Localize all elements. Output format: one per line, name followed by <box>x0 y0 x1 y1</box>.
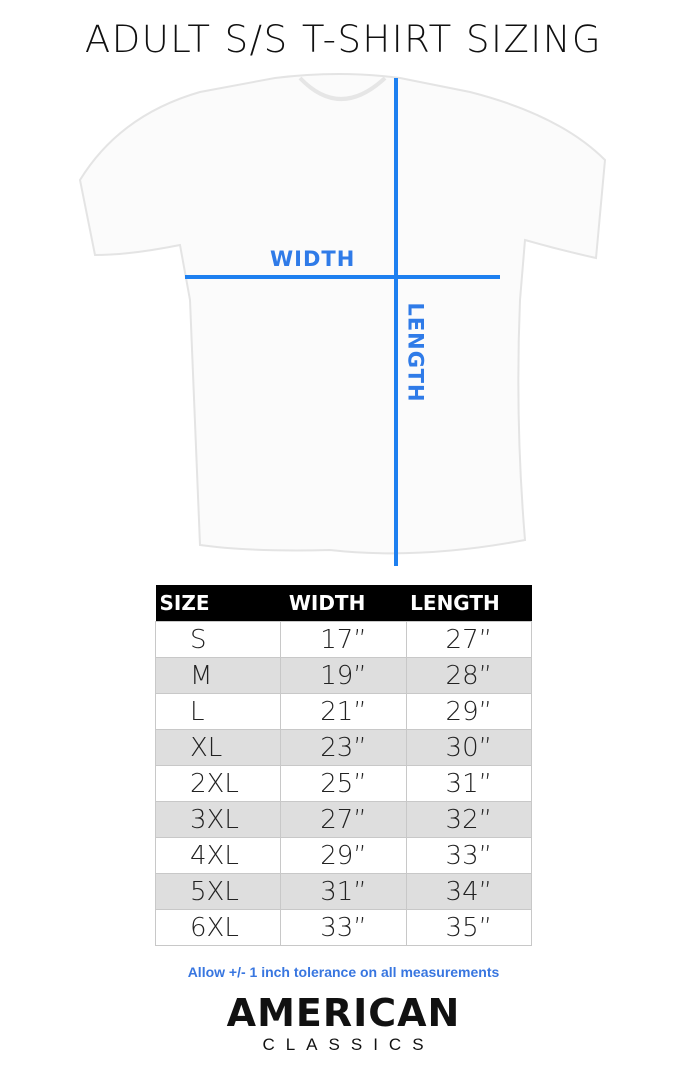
table-row: 2XL 25” 31” <box>154 765 533 802</box>
cell-size: S <box>154 621 282 658</box>
brand-logo-line2: CLASSICS <box>262 1035 435 1054</box>
cell-size: XL <box>154 729 282 766</box>
cell-length: 30” <box>405 729 533 766</box>
size-table: SIZE WIDTH LENGTH S 17” 27” M 19” 28” L 21” 29” X… <box>154 585 533 946</box>
table-row: 5XL 31” 34” <box>154 873 533 910</box>
cell-size: 3XL <box>154 801 282 838</box>
cell-width: 23” <box>280 729 407 766</box>
tshirt-diagram <box>78 73 607 566</box>
cell-length: 33” <box>405 837 533 874</box>
cell-length: 28” <box>405 657 533 694</box>
cell-size: L <box>154 693 282 730</box>
cell-length: 35” <box>405 909 533 946</box>
cell-size: 5XL <box>154 873 282 910</box>
cell-width: 25” <box>280 765 407 802</box>
table-row: S 17” 27” <box>154 621 533 658</box>
table-row: L 21” 29” <box>154 693 533 730</box>
table-row: M 19” 28” <box>154 657 533 694</box>
header-length: LENGTH <box>406 585 532 622</box>
brand-logo-line1: AMERICAN <box>226 991 461 1035</box>
header-width: WIDTH <box>280 585 407 622</box>
tshirt-image <box>78 73 607 555</box>
cell-width: 29” <box>280 837 407 874</box>
cell-length: 34” <box>405 873 533 910</box>
table-row: 4XL 29” 33” <box>154 837 533 874</box>
cell-size: 6XL <box>154 909 282 946</box>
table-header: SIZE WIDTH LENGTH <box>155 585 532 622</box>
cell-length: 32” <box>405 801 533 838</box>
table-row: XL 23” 30” <box>154 729 533 766</box>
tshirt-collar <box>298 76 387 101</box>
cell-length: 31” <box>405 765 533 802</box>
cell-length: 29” <box>405 693 533 730</box>
table-row: 3XL 27” 32” <box>154 801 533 838</box>
page-title: ADULT S/S T-SHIRT SIZING <box>84 18 603 61</box>
cell-size: 2XL <box>154 765 282 802</box>
length-label: LENGTH <box>403 302 428 403</box>
header-size: SIZE <box>155 585 281 622</box>
cell-width: 17” <box>280 621 407 658</box>
cell-size: 4XL <box>154 837 282 874</box>
cell-width: 31” <box>280 873 407 910</box>
table-row: 6XL 33” 35” <box>154 909 533 946</box>
cell-size: M <box>154 657 282 694</box>
tolerance-note: Allow +/- 1 inch tolerance on all measur… <box>187 964 500 980</box>
width-label: WIDTH <box>270 247 356 271</box>
cell-width: 33” <box>280 909 407 946</box>
cell-length: 27” <box>405 621 533 658</box>
cell-width: 27” <box>280 801 407 838</box>
cell-width: 21” <box>280 693 407 730</box>
cell-width: 19” <box>280 657 407 694</box>
